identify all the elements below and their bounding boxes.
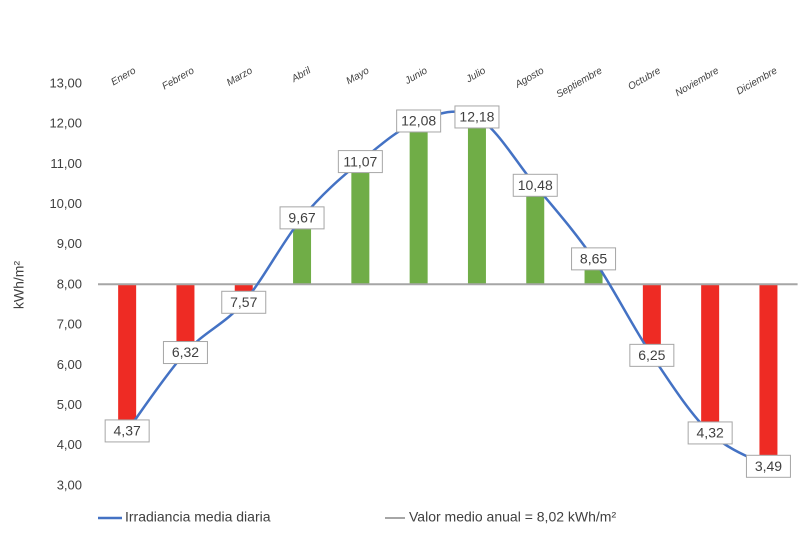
y-tick-label: 12,00 xyxy=(49,116,82,131)
bar xyxy=(642,284,661,356)
bar xyxy=(701,284,720,433)
bar xyxy=(176,284,195,353)
data-label: 4,37 xyxy=(114,423,141,439)
y-tick-label: 7,00 xyxy=(57,317,82,332)
data-label-box xyxy=(221,290,267,314)
data-label-box xyxy=(279,206,325,230)
y-tick-label: 13,00 xyxy=(49,75,82,90)
bar xyxy=(467,116,486,285)
legend-label: Irradiancia media diaria xyxy=(125,509,271,525)
y-tick-label: 9,00 xyxy=(57,236,82,251)
data-label-box xyxy=(629,343,675,367)
data-label: 12,18 xyxy=(459,109,494,125)
bar xyxy=(759,284,778,467)
data-label: 6,25 xyxy=(638,347,665,363)
x-tick-label: Mayo xyxy=(344,65,371,87)
y-tick-label: 8,00 xyxy=(57,276,82,291)
x-tick-label: Junio xyxy=(402,65,429,87)
y-tick-label: 5,00 xyxy=(57,397,82,412)
y-tick-label: 4,00 xyxy=(57,437,82,452)
x-tick-label: Abril xyxy=(289,65,313,85)
x-tick-label: Diciembre xyxy=(735,65,780,97)
x-tick-label: Agosto xyxy=(513,65,547,91)
data-label-box xyxy=(396,109,442,133)
data-label-box xyxy=(454,105,500,129)
data-label-box xyxy=(571,247,617,271)
bar xyxy=(118,284,137,431)
x-tick-label: Enero xyxy=(109,65,138,88)
data-label-box xyxy=(687,421,733,445)
data-label: 12,08 xyxy=(401,113,436,129)
data-label: 6,32 xyxy=(172,344,199,360)
data-label-box xyxy=(104,419,150,443)
x-tick-label: Julio xyxy=(464,65,489,86)
x-tick-label: Octubre xyxy=(626,65,663,93)
x-tick-label: Marzo xyxy=(225,65,255,89)
bar xyxy=(526,185,545,285)
bar xyxy=(409,120,428,285)
x-tick-label: Septiembre xyxy=(555,65,605,100)
x-tick-label: Febrero xyxy=(160,65,196,92)
data-label-box xyxy=(745,454,791,478)
data-label: 3,49 xyxy=(755,458,782,474)
data-label: 11,07 xyxy=(343,153,377,169)
line xyxy=(126,110,770,468)
legend-label: Valor medio anual = 8,02 kWh/m² xyxy=(409,509,616,525)
data-label-box xyxy=(512,173,558,197)
data-label: 10,48 xyxy=(518,177,553,193)
y-tick-label: 3,00 xyxy=(57,477,82,492)
y-tick-label: 11,00 xyxy=(50,156,82,171)
bar xyxy=(351,161,370,285)
data-label: 7,57 xyxy=(230,294,257,310)
data-label: 4,32 xyxy=(697,425,724,441)
y-axis-title: kWh/m² xyxy=(11,261,27,310)
data-label-box xyxy=(337,150,383,174)
y-tick-label: 10,00 xyxy=(49,196,82,211)
y-tick-label: 6,00 xyxy=(57,357,82,372)
x-tick-label: Noviembre xyxy=(674,65,722,99)
data-label: 9,67 xyxy=(288,210,315,226)
data-label-box xyxy=(162,341,208,365)
bar xyxy=(293,217,312,285)
data-label: 8,65 xyxy=(580,251,607,267)
